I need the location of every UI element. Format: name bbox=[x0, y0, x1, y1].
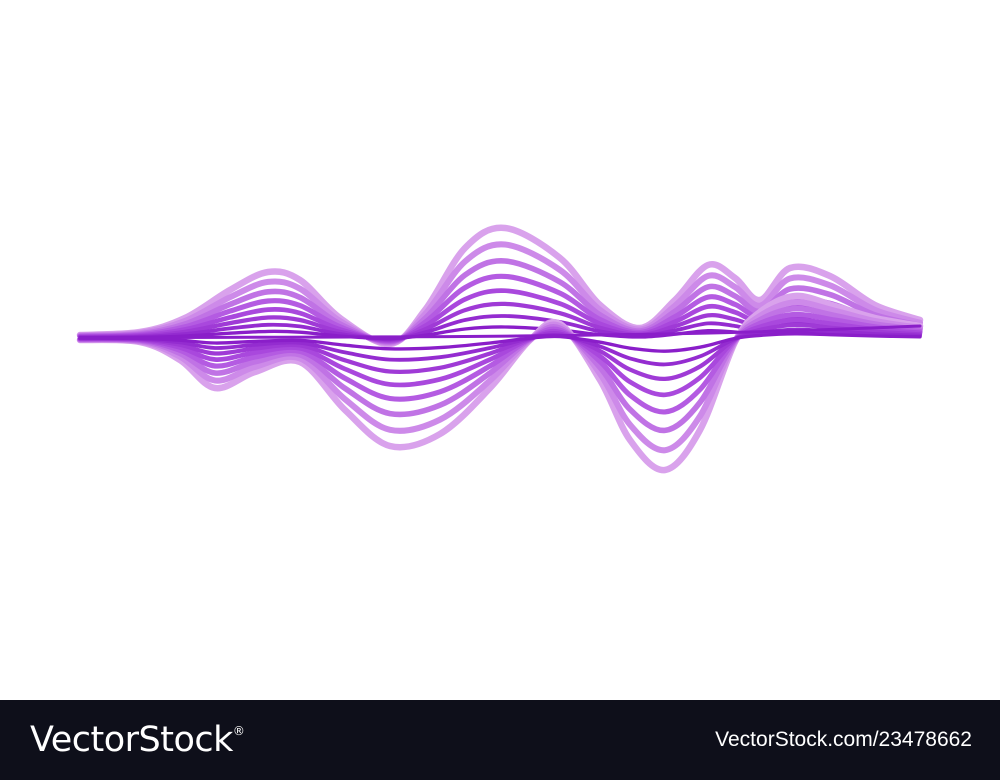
wave-strand-center bbox=[78, 324, 922, 340]
sound-wave-icon bbox=[76, 224, 924, 474]
footer-bar: VectorStock® VectorStock.com/23478662 bbox=[0, 700, 1000, 780]
wave-strands bbox=[76, 224, 924, 474]
image-id-text: VectorStock.com/23478662 bbox=[715, 728, 972, 751]
registered-mark: ® bbox=[232, 724, 245, 738]
wave-strand-upper bbox=[76, 241, 924, 347]
sound-wave-artwork bbox=[76, 224, 924, 474]
brand-logo-text: VectorStock bbox=[30, 720, 233, 760]
wave-strand-upper bbox=[76, 224, 924, 348]
brand-logo: VectorStock® bbox=[30, 720, 245, 760]
